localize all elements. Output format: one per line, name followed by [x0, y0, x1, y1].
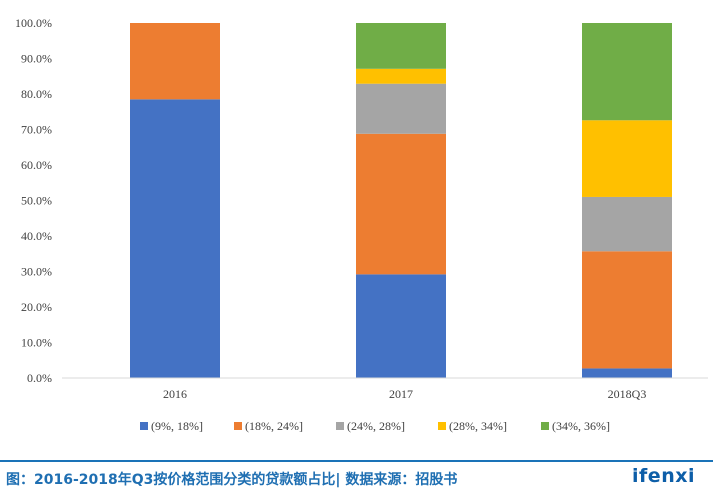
x-tick-label: 2017: [389, 387, 413, 401]
bars: [130, 23, 672, 378]
legend-label: (24%, 28%]: [347, 419, 405, 433]
legend-label: (9%, 18%]: [151, 419, 203, 433]
figure-caption: 图：2016-2018年Q3按价格范围分类的贷款额占比| 数据来源：招股书: [6, 472, 458, 488]
bar-segment: [356, 83, 446, 134]
y-tick-label: 0.0%: [27, 371, 52, 385]
stacked-bar-chart: 0.0% 10.0% 20.0% 30.0% 40.0% 50.0% 60.0% 70.0% 8…: [15, 16, 708, 433]
legend-swatch: [234, 422, 242, 430]
y-tick-label: 30.0%: [21, 265, 52, 279]
bar-segment: [356, 133, 446, 275]
y-tick-label: 70.0%: [21, 123, 52, 137]
legend-swatch: [541, 422, 549, 430]
y-tick-label: 20.0%: [21, 300, 52, 314]
y-tick-label: 60.0%: [21, 158, 52, 172]
x-tick-label: 2016: [163, 387, 187, 401]
bar-segment: [130, 99, 220, 378]
bar-segment: [582, 196, 672, 252]
bar-segment: [582, 23, 672, 121]
bar-segment: [356, 274, 446, 378]
y-tick-label: 80.0%: [21, 87, 52, 101]
brand-logo: ifenxi: [632, 465, 695, 487]
legend-swatch: [140, 422, 148, 430]
legend: (9%, 18%] (18%, 24%] (24%, 28%] (28%, 34%] (…: [140, 419, 610, 433]
y-tick-label: 90.0%: [21, 52, 52, 66]
bar-segment: [582, 120, 672, 197]
y-tick-label: 40.0%: [21, 229, 52, 243]
bar-segment: [356, 68, 446, 84]
chart-area: 0.0% 10.0% 20.0% 30.0% 40.0% 50.0% 60.0% 70.0% 8…: [15, 16, 708, 433]
legend-label: (34%, 36%]: [552, 419, 610, 433]
legend-swatch: [438, 422, 446, 430]
bar-segment: [356, 23, 446, 69]
legend-label: (18%, 24%]: [245, 419, 303, 433]
y-axis-ticks: 0.0% 10.0% 20.0% 30.0% 40.0% 50.0% 60.0% 70.0% 8…: [15, 16, 52, 385]
legend-swatch: [336, 422, 344, 430]
bar-segment: [130, 23, 220, 100]
legend-label: (28%, 34%]: [449, 419, 507, 433]
y-tick-label: 10.0%: [21, 336, 52, 350]
footer: 图：2016-2018年Q3按价格范围分类的贷款额占比| 数据来源：招股书 if…: [0, 460, 713, 493]
y-tick-label: 50.0%: [21, 194, 52, 208]
bar-segment: [582, 251, 672, 369]
x-axis-ticks: 2016 2017 2018Q3: [163, 387, 646, 401]
x-tick-label: 2018Q3: [608, 387, 647, 401]
bar-segment: [582, 368, 672, 378]
y-tick-label: 100.0%: [15, 16, 52, 30]
